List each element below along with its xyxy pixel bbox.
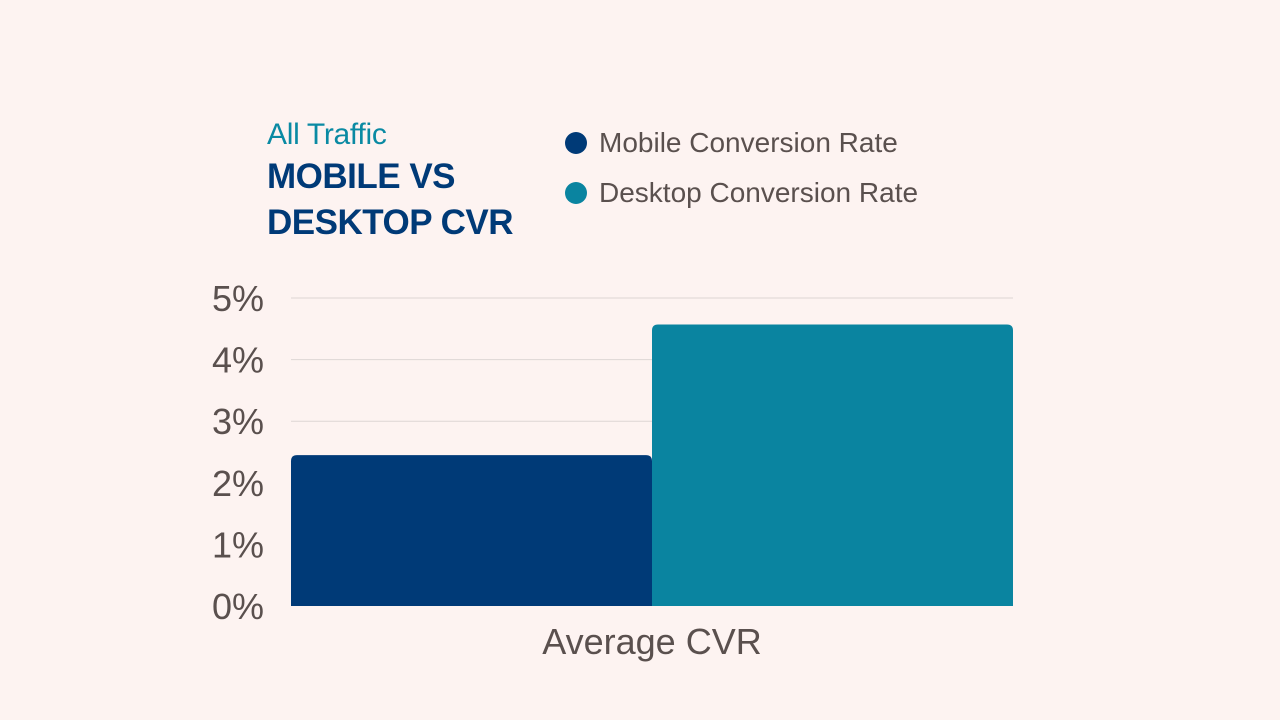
- bar-mobile: [291, 455, 652, 606]
- chart-title-line-2: DESKTOP CVR: [267, 203, 514, 242]
- y-tick-label-2: 2%: [212, 463, 264, 504]
- legend-item-desktop: Desktop Conversion Rate: [565, 168, 918, 218]
- y-tick-label-1: 1%: [212, 524, 264, 565]
- x-category-label: Average CVR: [542, 621, 761, 662]
- y-tick-label-0: 0%: [212, 586, 264, 627]
- legend-dot-desktop: [565, 182, 587, 204]
- y-tick-label-3: 3%: [212, 401, 264, 442]
- chart-subtitle: All Traffic: [267, 118, 387, 151]
- y-tick-label-5: 5%: [212, 278, 264, 319]
- legend-item-mobile: Mobile Conversion Rate: [565, 118, 918, 168]
- chart-title-block: All Traffic MOBILE VS DESKTOP CVR: [267, 116, 514, 246]
- legend-label-mobile: Mobile Conversion Rate: [599, 127, 898, 158]
- y-tick-label-4: 4%: [212, 340, 264, 381]
- chart-title-line-1: MOBILE VS: [267, 157, 456, 196]
- legend-dot-mobile: [565, 132, 587, 154]
- chart-legend: Mobile Conversion Rate Desktop Conversio…: [565, 118, 918, 218]
- bar-desktop: [652, 324, 1013, 606]
- legend-label-desktop: Desktop Conversion Rate: [599, 177, 919, 208]
